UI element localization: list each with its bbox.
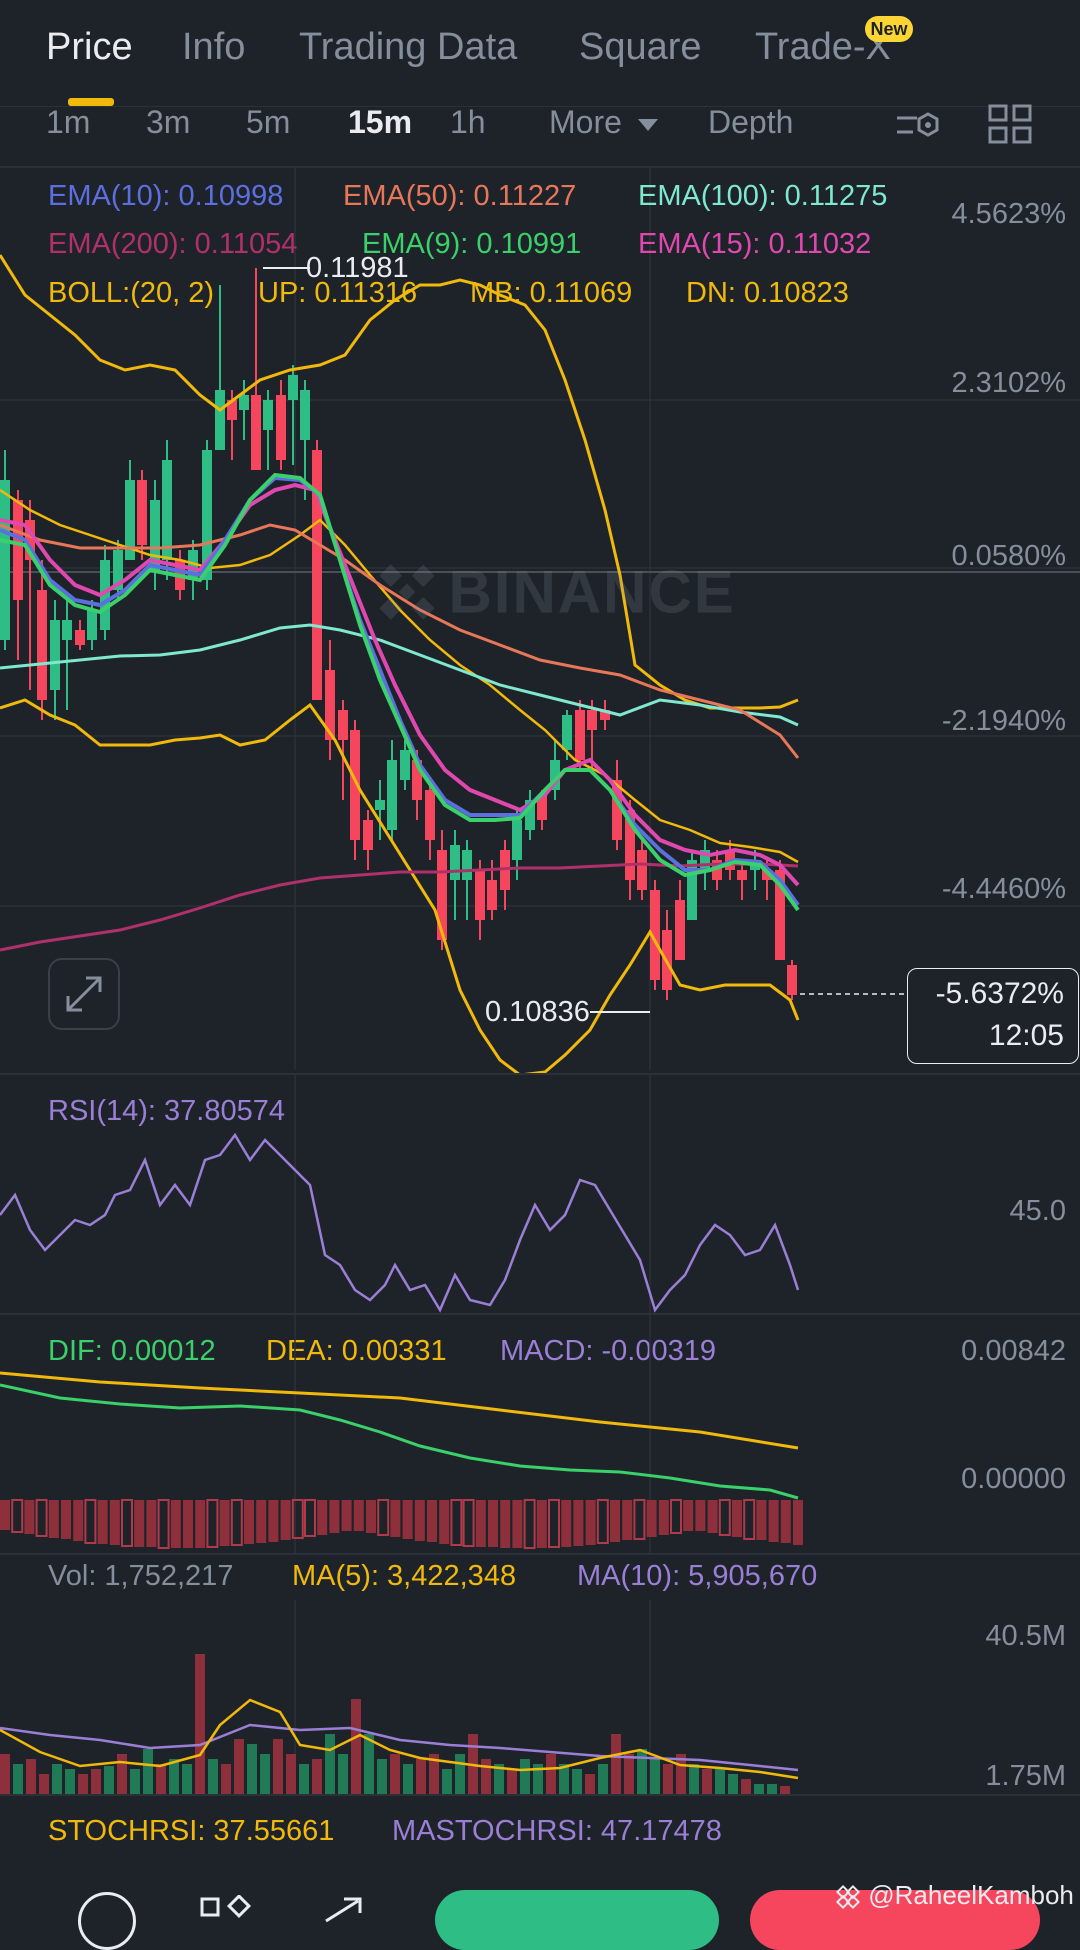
interval-1m[interactable]: 1m bbox=[46, 104, 91, 140]
candlestick-series bbox=[0, 268, 797, 1000]
volume-ma10-value: MA(10): 5,905,670 bbox=[577, 1560, 818, 1592]
boll-mb-value: MB: 0.11069 bbox=[470, 277, 633, 309]
binance-small-icon bbox=[835, 1885, 861, 1910]
depth-tab[interactable]: Depth bbox=[708, 104, 794, 140]
macd-chart bbox=[0, 1315, 803, 1553]
buy-button[interactable] bbox=[435, 1890, 719, 1950]
boll-middle-line bbox=[0, 488, 799, 864]
boll-lower-line bbox=[0, 698, 800, 1073]
macd-axis-mid: 0.00000 bbox=[961, 1463, 1066, 1495]
rsi-value: RSI(14): 37.80574 bbox=[48, 1095, 285, 1127]
footer-watermark: @RaheelKamboh bbox=[835, 1880, 1074, 1911]
tab-info[interactable]: Info bbox=[182, 26, 246, 68]
candle-countdown: 12:05 bbox=[988, 1019, 1064, 1052]
rsi-axis-label: 45.0 bbox=[1009, 1195, 1066, 1227]
binance-watermark: BINANCE bbox=[370, 555, 736, 629]
caret-down-icon bbox=[637, 119, 658, 131]
shapes-icon[interactable] bbox=[200, 1895, 252, 1923]
ema100-value: EMA(100): 0.11275 bbox=[638, 180, 888, 212]
ema15-value: EMA(15): 0.11032 bbox=[638, 228, 872, 260]
price-axis-label: -4.4460% bbox=[941, 873, 1066, 905]
divider bbox=[0, 1794, 1080, 1796]
watermark-text: BINANCE bbox=[448, 558, 736, 626]
boll-dn-value: DN: 0.10823 bbox=[686, 277, 849, 309]
mastochrsi-value: MASTOCHRSI: 47.17478 bbox=[392, 1815, 722, 1847]
divider bbox=[0, 166, 1080, 168]
price-axis-label: 2.3102% bbox=[951, 367, 1067, 399]
boll-up-value: UP: 0.11316 bbox=[258, 277, 418, 309]
tab-price[interactable]: Price bbox=[46, 26, 133, 68]
divider bbox=[0, 1073, 1080, 1075]
volume-chart bbox=[0, 1600, 799, 1794]
volume-value: Vol: 1,752,217 bbox=[48, 1560, 234, 1592]
ema50-line bbox=[0, 523, 800, 759]
boll-upper-line bbox=[0, 254, 799, 710]
divider bbox=[0, 1553, 1080, 1555]
layout-grid-icon[interactable] bbox=[988, 104, 1032, 144]
ema9-value: EMA(9): 0.10991 bbox=[362, 228, 582, 260]
stochrsi-value: STOCHRSI: 37.55661 bbox=[48, 1815, 335, 1847]
ema15-line bbox=[0, 482, 800, 887]
interval-5m[interactable]: 5m bbox=[246, 104, 291, 140]
new-badge: New bbox=[865, 16, 913, 42]
share-icon[interactable] bbox=[320, 1895, 370, 1923]
low-price-marker: 0.10836 bbox=[485, 996, 590, 1028]
indicator-settings-icon[interactable] bbox=[895, 108, 941, 144]
macd-dif-value: DIF: 0.00012 bbox=[48, 1335, 216, 1367]
ema10-value: EMA(10): 0.10998 bbox=[48, 180, 284, 212]
ema9-line bbox=[0, 472, 800, 912]
ema10-line bbox=[0, 475, 800, 907]
high-price-marker: 0.11981 bbox=[306, 252, 409, 284]
watermark-username: @RaheelKamboh bbox=[868, 1880, 1074, 1910]
more-menu-button[interactable] bbox=[78, 1892, 136, 1950]
current-price-percent: -5.6372% bbox=[935, 977, 1064, 1010]
divider bbox=[0, 1313, 1080, 1315]
tab-trading-data[interactable]: Trading Data bbox=[299, 26, 518, 68]
binance-logo-icon bbox=[379, 564, 435, 620]
ema200-value: EMA(200): 0.11054 bbox=[48, 228, 298, 260]
interval-1h[interactable]: 1h bbox=[450, 104, 486, 140]
macd-axis-top: 0.00842 bbox=[961, 1335, 1066, 1367]
current-price-label: -5.6372% 12:05 bbox=[907, 968, 1079, 1064]
price-axis-label: -2.1940% bbox=[941, 705, 1066, 737]
ema50-value: EMA(50): 0.11227 bbox=[343, 180, 577, 212]
volume-bars bbox=[0, 1654, 790, 1794]
macd-dea-value: DEA: 0.00331 bbox=[266, 1335, 447, 1367]
macd-histogram bbox=[0, 1499, 803, 1549]
interval-15m[interactable]: 15m bbox=[348, 104, 413, 140]
volume-axis-top: 40.5M bbox=[985, 1620, 1066, 1652]
tab-square[interactable]: Square bbox=[579, 26, 702, 68]
volume-ma5-value: MA(5): 3,422,348 bbox=[292, 1560, 517, 1592]
rsi-chart bbox=[0, 1075, 800, 1313]
price-axis-label: 0.0580% bbox=[951, 540, 1067, 572]
boll-params: BOLL:(20, 2) bbox=[48, 277, 215, 309]
price-axis-label: 4.5623% bbox=[951, 198, 1067, 230]
price-chart[interactable] bbox=[0, 168, 1080, 1073]
ema100-line bbox=[0, 623, 799, 727]
active-tab-indicator bbox=[68, 98, 114, 106]
macd-value: MACD: -0.00319 bbox=[500, 1335, 716, 1367]
more-label: More bbox=[549, 104, 622, 140]
interval-3m[interactable]: 3m bbox=[146, 104, 191, 140]
more-intervals-button[interactable]: More bbox=[549, 104, 659, 141]
expand-icon bbox=[66, 976, 102, 1012]
top-tab-bar: Price Info Trading Data Square Trade-X bbox=[0, 0, 1080, 107]
fullscreen-button[interactable] bbox=[48, 958, 120, 1030]
volume-axis-bottom: 1.75M bbox=[985, 1760, 1066, 1792]
